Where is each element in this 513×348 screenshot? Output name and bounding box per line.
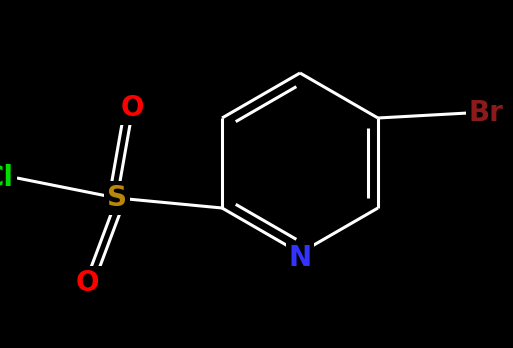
Text: S: S bbox=[107, 184, 127, 212]
Text: O: O bbox=[75, 269, 99, 297]
Text: Br: Br bbox=[468, 99, 503, 127]
Text: O: O bbox=[121, 94, 144, 122]
Text: N: N bbox=[288, 244, 311, 272]
Text: Cl: Cl bbox=[0, 164, 14, 192]
